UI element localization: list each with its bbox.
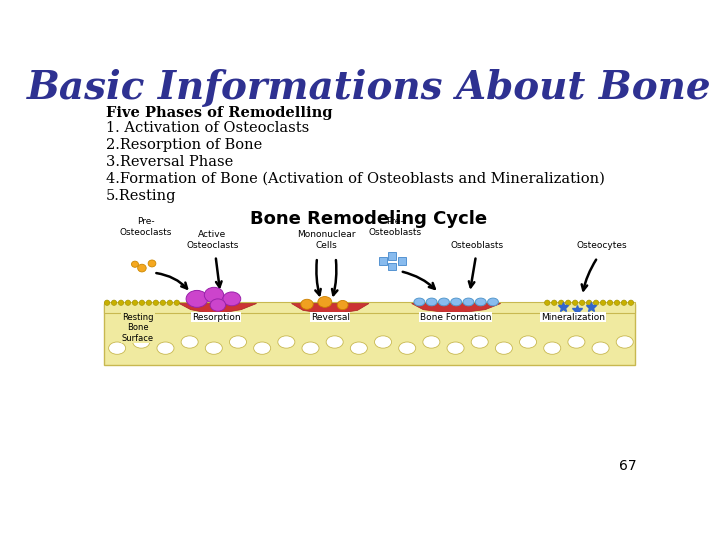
Ellipse shape <box>109 342 126 354</box>
Circle shape <box>586 300 592 306</box>
Circle shape <box>552 300 557 306</box>
Circle shape <box>607 300 613 306</box>
Circle shape <box>544 300 550 306</box>
Text: Pre-
Osteoblasts: Pre- Osteoblasts <box>368 217 421 237</box>
Text: Mononuclear
Cells: Mononuclear Cells <box>297 230 356 249</box>
Text: Mineralization: Mineralization <box>541 313 605 322</box>
Ellipse shape <box>374 336 392 348</box>
Ellipse shape <box>205 342 222 354</box>
Ellipse shape <box>210 299 225 311</box>
Text: 67: 67 <box>618 459 636 473</box>
Text: Resorption: Resorption <box>192 313 240 322</box>
Circle shape <box>593 300 599 306</box>
Bar <box>104 302 635 313</box>
Circle shape <box>580 300 585 306</box>
Ellipse shape <box>414 298 425 306</box>
Text: Bone Remodeling Cycle: Bone Remodeling Cycle <box>251 210 487 228</box>
Text: Basic Informations About Bone: Basic Informations About Bone <box>27 69 711 107</box>
Bar <box>104 303 635 365</box>
Ellipse shape <box>520 336 536 348</box>
Bar <box>398 257 406 265</box>
Circle shape <box>146 300 152 306</box>
Ellipse shape <box>487 298 498 306</box>
Ellipse shape <box>223 292 240 306</box>
Bar <box>388 262 396 271</box>
Ellipse shape <box>181 336 198 348</box>
Circle shape <box>118 300 124 306</box>
Circle shape <box>112 300 117 306</box>
Ellipse shape <box>592 342 609 354</box>
Circle shape <box>614 300 620 306</box>
Ellipse shape <box>451 298 462 306</box>
Text: 4.Formation of Bone (Activation of Osteoblasts and Mineralization): 4.Formation of Bone (Activation of Osteo… <box>106 172 604 186</box>
Text: 1. Activation of Osteoclasts: 1. Activation of Osteoclasts <box>106 121 309 135</box>
Polygon shape <box>292 303 369 314</box>
Ellipse shape <box>337 300 348 309</box>
Ellipse shape <box>438 298 449 306</box>
Text: Reversal: Reversal <box>311 313 350 322</box>
Ellipse shape <box>447 342 464 354</box>
Text: Five Phases of Remodelling: Five Phases of Remodelling <box>106 105 332 119</box>
Ellipse shape <box>495 342 513 354</box>
Ellipse shape <box>475 298 486 306</box>
Ellipse shape <box>253 342 271 354</box>
Ellipse shape <box>326 336 343 348</box>
Ellipse shape <box>204 287 224 303</box>
Ellipse shape <box>132 336 150 348</box>
Ellipse shape <box>471 336 488 348</box>
Circle shape <box>125 300 131 306</box>
Text: Resting
Bone
Surface: Resting Bone Surface <box>122 313 154 342</box>
Ellipse shape <box>186 291 208 307</box>
Ellipse shape <box>423 336 440 348</box>
Ellipse shape <box>351 342 367 354</box>
Text: Pre-
Osteoclasts: Pre- Osteoclasts <box>120 217 172 237</box>
Ellipse shape <box>301 299 313 309</box>
Ellipse shape <box>426 298 437 306</box>
Ellipse shape <box>148 260 156 267</box>
Circle shape <box>559 300 564 306</box>
Ellipse shape <box>132 261 138 267</box>
Ellipse shape <box>302 342 319 354</box>
Circle shape <box>572 300 578 306</box>
Text: Bone Formation: Bone Formation <box>420 313 492 322</box>
Ellipse shape <box>157 342 174 354</box>
Ellipse shape <box>138 264 146 272</box>
Circle shape <box>160 300 166 306</box>
Text: Osteoblasts: Osteoblasts <box>451 241 504 249</box>
Circle shape <box>621 300 626 306</box>
Text: 2.Resorption of Bone: 2.Resorption of Bone <box>106 138 262 152</box>
Circle shape <box>132 300 138 306</box>
Text: Osteocytes: Osteocytes <box>576 241 627 249</box>
Polygon shape <box>412 303 500 314</box>
Ellipse shape <box>318 296 332 307</box>
Circle shape <box>565 300 571 306</box>
Ellipse shape <box>568 336 585 348</box>
Ellipse shape <box>616 336 634 348</box>
Circle shape <box>629 300 634 306</box>
Text: Active
Osteoclasts: Active Osteoclasts <box>186 230 238 249</box>
Circle shape <box>600 300 606 306</box>
Bar <box>388 252 396 260</box>
Circle shape <box>104 300 109 306</box>
Ellipse shape <box>399 342 415 354</box>
Circle shape <box>167 300 173 306</box>
Ellipse shape <box>463 298 474 306</box>
Ellipse shape <box>278 336 295 348</box>
Bar <box>379 257 387 265</box>
Circle shape <box>153 300 158 306</box>
Polygon shape <box>179 303 256 314</box>
Ellipse shape <box>544 342 561 354</box>
Circle shape <box>174 300 179 306</box>
Text: 5.Resting: 5.Resting <box>106 188 176 202</box>
Ellipse shape <box>230 336 246 348</box>
Circle shape <box>139 300 145 306</box>
Text: 3.Reversal Phase: 3.Reversal Phase <box>106 155 233 169</box>
